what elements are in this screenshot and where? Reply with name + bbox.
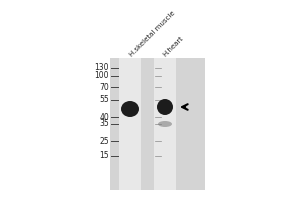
Bar [154,58,176,190]
Text: H.skeletal muscle: H.skeletal muscle [129,10,177,58]
Text: 40: 40 [99,112,109,121]
Ellipse shape [157,99,173,115]
Text: 70: 70 [99,82,109,92]
Text: 130: 130 [94,64,109,72]
Text: 15: 15 [99,152,109,160]
Text: H.heart: H.heart [162,35,184,58]
Text: 35: 35 [99,119,109,129]
Text: 100: 100 [94,72,109,80]
Text: 25: 25 [99,136,109,146]
Bar [143,58,152,190]
Ellipse shape [121,101,139,117]
Bar [119,58,141,190]
Ellipse shape [158,121,172,127]
Bar [110,58,205,190]
Text: 55: 55 [99,96,109,104]
